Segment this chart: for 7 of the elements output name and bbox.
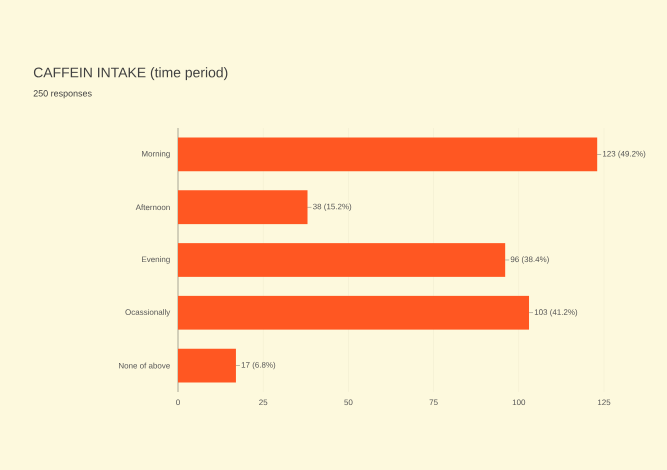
bar xyxy=(178,190,308,224)
chart-title: CAFFEIN INTAKE (time period) xyxy=(34,67,228,80)
text: 250 responses xyxy=(34,90,92,98)
bar xyxy=(178,137,598,172)
bar xyxy=(178,296,530,330)
bar xyxy=(178,348,236,382)
bar xyxy=(178,243,506,277)
